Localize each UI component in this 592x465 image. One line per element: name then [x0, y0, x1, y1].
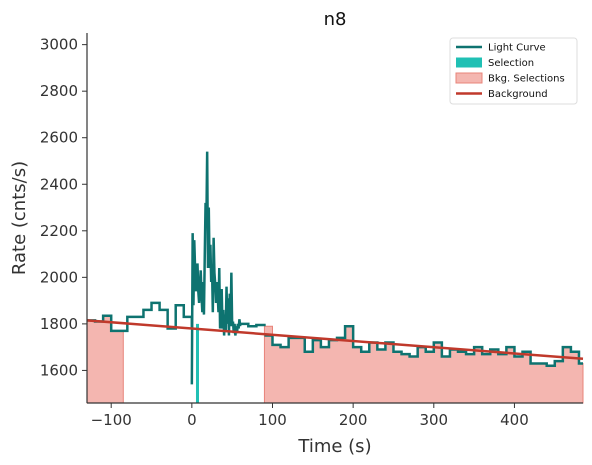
legend-box [449, 37, 578, 105]
bkg-selection-1 [86, 315, 124, 404]
y-tick-label: 2200 [40, 222, 78, 240]
light-curve-pre-trigger [87, 301, 194, 333]
y-tick-label: 1600 [40, 361, 78, 379]
y-axis-title: Rate (cnts/s) [9, 161, 30, 275]
x-tick-label: 300 [419, 411, 448, 429]
x-tick-label: 200 [339, 411, 368, 429]
x-tick-label: 0 [187, 411, 197, 429]
y-tick-label: 2000 [40, 268, 78, 286]
x-axis-title: Time (s) [297, 436, 371, 457]
selection-layer [195, 323, 199, 403]
y-tick-label: 2600 [40, 129, 78, 147]
light-curve-decay [240, 322, 266, 328]
y-tick-label: 3000 [40, 36, 78, 54]
chart-title: n8 [324, 9, 347, 30]
legend-swatch-patch [455, 72, 483, 84]
legend-label: Bkg. Selections [488, 74, 565, 85]
y-tick-label: 2400 [40, 175, 78, 193]
legend-label: Light Curve [488, 43, 546, 54]
axes-layer: −100 0 100 200 300 400 1600 1800 2000 2200 2400 260… [40, 33, 583, 429]
selection-band [195, 323, 199, 403]
x-tick-label: 100 [258, 411, 287, 429]
x-tick-label: −100 [91, 411, 132, 429]
background-fit-line [86, 319, 584, 361]
y-tick-label: 2800 [40, 82, 78, 100]
bkg-selection-layer [86, 315, 584, 404]
legend-label: Background [488, 89, 548, 100]
legend-swatch-patch [456, 57, 482, 68]
light-curve-burst [190, 151, 242, 385]
x-tick-label: 400 [500, 411, 529, 429]
legend: Light Curve Selection Bkg. Selections Backg… [449, 37, 578, 105]
legend-label: Selection [488, 58, 534, 69]
y-tick-label: 1800 [40, 315, 78, 333]
background-line-layer [86, 319, 584, 361]
